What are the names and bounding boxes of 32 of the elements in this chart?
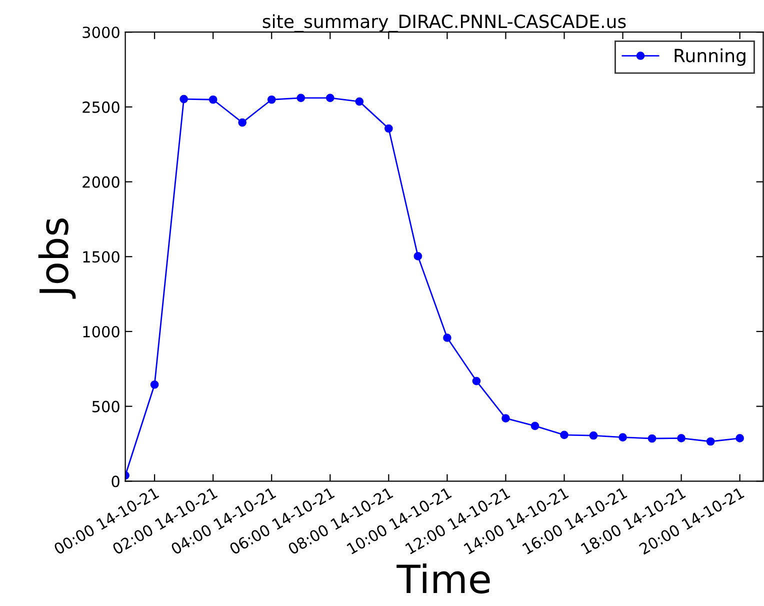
- point: [180, 94, 188, 104]
- point: [443, 334, 452, 342]
- point: [677, 434, 686, 442]
- y-tick-label: 3000: [82, 26, 120, 38]
- y-tick-label: 2500: [82, 101, 120, 113]
- point: [472, 376, 481, 386]
- y-tick-label: 0: [112, 476, 120, 488]
- point: [414, 252, 422, 260]
- point: [530, 422, 540, 430]
- x-axis-title: Time: [396, 564, 490, 594]
- point: [238, 118, 247, 127]
- point: [267, 95, 276, 104]
- point: [150, 380, 159, 389]
- point: [502, 414, 510, 422]
- point: [355, 97, 364, 106]
- legend-label: Running: [674, 48, 746, 66]
- chart-title: site_summary_DIRAC.PNNL-CASCADE.us: [262, 14, 626, 32]
- y-tick-label: 1000: [83, 326, 120, 338]
- point: [589, 431, 598, 440]
- point: [736, 434, 744, 442]
- point: [648, 434, 656, 443]
- y-axis-title: Jobs: [38, 218, 76, 299]
- point: [560, 430, 568, 440]
- point: [618, 433, 627, 442]
- point: [706, 437, 715, 446]
- point: [384, 124, 393, 133]
- point: [208, 95, 218, 104]
- y-tick-label: 500: [92, 400, 120, 412]
- point: [296, 94, 306, 102]
- y-tick-label: 1500: [83, 251, 120, 263]
- y-tick-label: 2000: [82, 176, 120, 188]
- point: [326, 94, 334, 102]
